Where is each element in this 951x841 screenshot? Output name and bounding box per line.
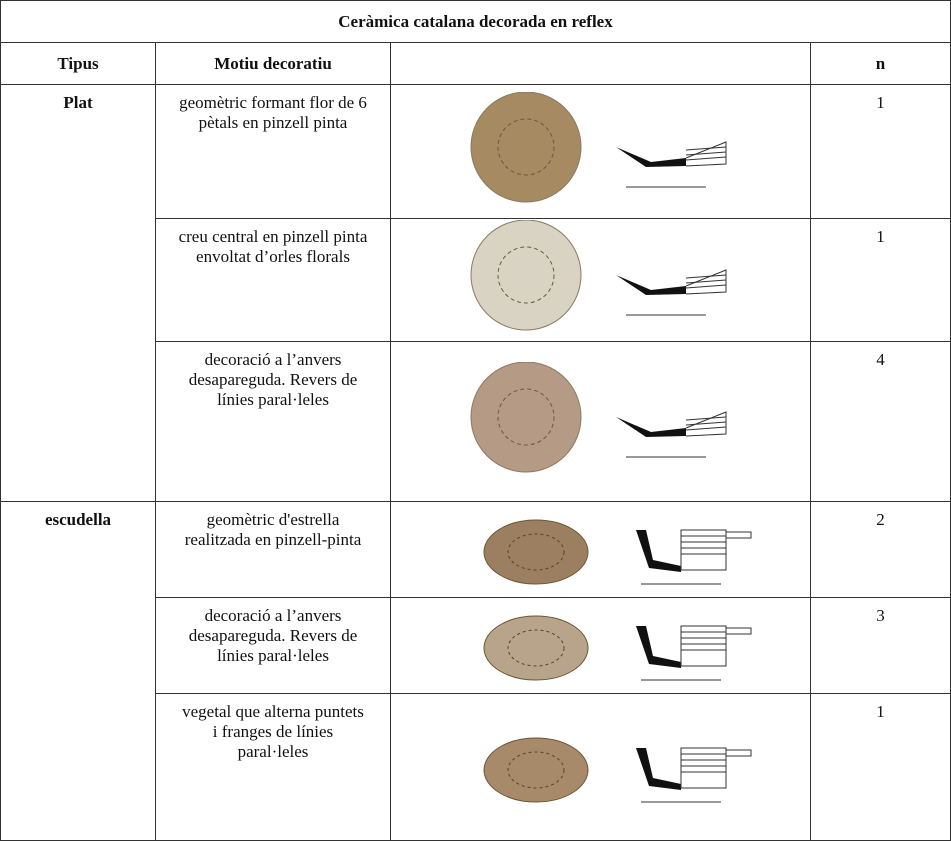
header-cell: Tipus	[0, 42, 156, 85]
image-cell	[390, 501, 811, 598]
tipus-cell: Plat	[0, 84, 156, 502]
image-cell	[390, 218, 811, 342]
table-row: decoració a l’anvers desapareguda. Rever…	[1, 341, 951, 502]
count-cell: 4	[809, 341, 951, 502]
ceramic-illustration	[470, 361, 726, 472]
count-cell: 1	[809, 84, 951, 219]
ceramic-illustration	[483, 519, 751, 585]
motiu-cell: vegetal que alterna puntets i franges de…	[155, 693, 391, 841]
ceramic-illustration	[483, 615, 751, 681]
image-cell	[390, 341, 811, 502]
motiu-cell: geomètric d'estrella realitzada en pinze…	[155, 501, 391, 598]
motiu-cell: decoració a l’anvers desapareguda. Rever…	[155, 341, 391, 502]
image-cell	[390, 597, 811, 694]
ceramic-illustration	[470, 91, 726, 202]
motiu-cell: decoració a l’anvers desapareguda. Rever…	[155, 597, 391, 694]
header-cell: n	[809, 42, 951, 85]
table-row: Plat geomètric formant flor de 6 pètals e…	[0, 84, 951, 502]
ceramic-illustration	[483, 737, 751, 802]
table-row: creu central en pinzell pinta envoltat d…	[1, 218, 951, 342]
image-cell	[390, 84, 811, 219]
image-cell	[390, 693, 811, 841]
header-cell	[390, 42, 811, 85]
motiu-cell: geomètric formant flor de 6 pètals en pi…	[155, 84, 391, 219]
header-cell: Motiu decoratiu	[155, 42, 391, 85]
count-cell: 1	[809, 218, 951, 342]
tipus-cell: escudella	[0, 501, 156, 841]
table-title: Ceràmica catalana decorada en reflex	[0, 0, 951, 43]
motiu-cell: creu central en pinzell pinta envoltat d…	[155, 218, 391, 342]
count-cell: 3	[809, 597, 951, 694]
count-cell: 2	[809, 501, 951, 598]
ceramic-illustration	[470, 219, 726, 331]
table-row: escudella geomètric d'estrella realitzada…	[0, 501, 951, 841]
count-cell: 1	[809, 693, 951, 841]
